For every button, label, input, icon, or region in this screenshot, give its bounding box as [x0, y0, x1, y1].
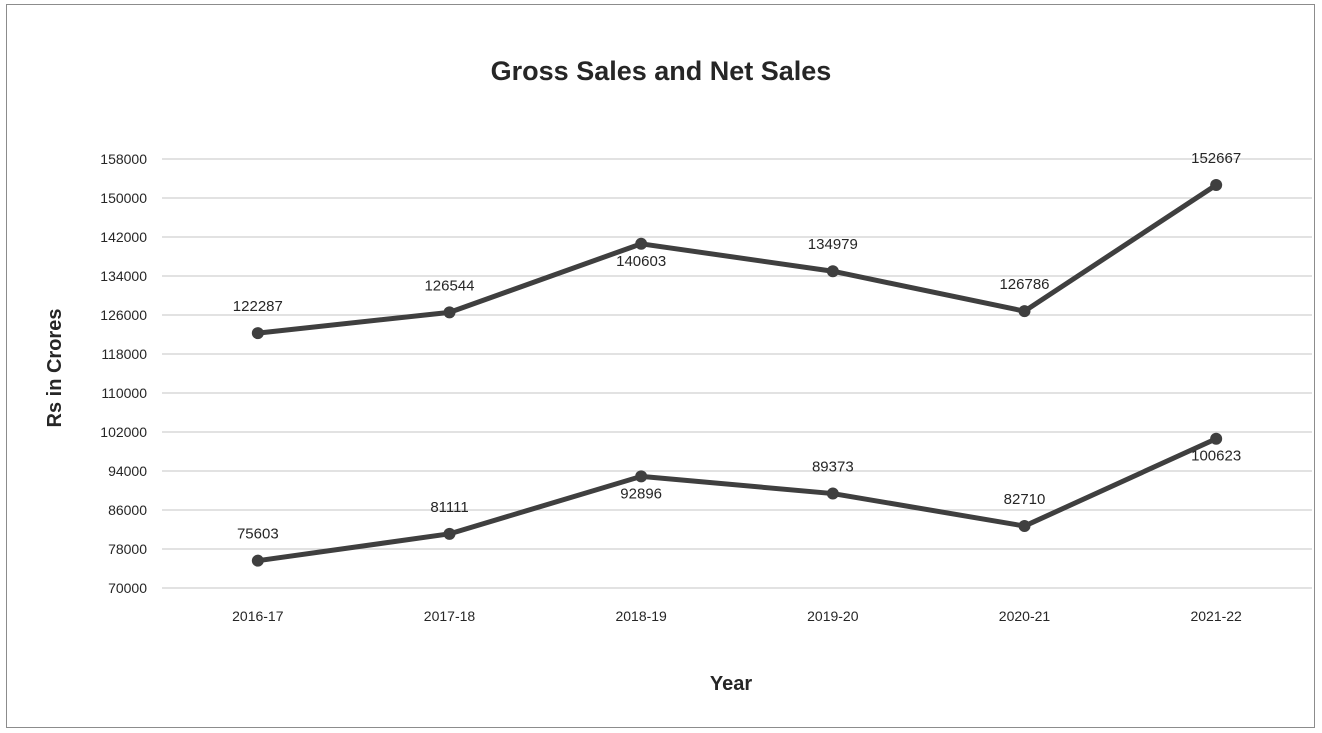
x-tick-label: 2016-17	[232, 608, 284, 624]
series-2	[251, 432, 1223, 567]
y-tick-label: 142000	[100, 229, 147, 245]
x-axis-ticks: 2016-17 2017-18 2018-19 2019-20 2020-21 2021-…	[232, 608, 1242, 624]
series-1	[251, 178, 1223, 340]
data-point	[826, 487, 839, 500]
data-label: 140603	[616, 253, 666, 270]
data-point	[443, 527, 456, 540]
gridlines	[162, 158, 1312, 589]
series-line	[255, 436, 1219, 564]
x-tick-label: 2021-22	[1190, 608, 1242, 624]
y-tick-label: 118000	[101, 346, 147, 362]
data-label: 81111	[430, 499, 468, 516]
data-label: 82710	[1004, 491, 1046, 508]
series-line	[255, 182, 1219, 336]
y-tick-label: 86000	[108, 502, 147, 518]
data-label: 134979	[808, 236, 858, 253]
data-label: 152667	[1191, 150, 1241, 167]
series	[251, 178, 1223, 567]
data-point	[635, 470, 648, 483]
y-tick-label: 126000	[100, 307, 147, 323]
x-tick-label: 2019-20	[807, 608, 859, 624]
x-tick-label: 2020-21	[999, 608, 1051, 624]
data-label: 126544	[424, 277, 474, 294]
y-tick-label: 150000	[100, 190, 147, 206]
data-label: 75603	[237, 526, 279, 543]
data-label: 126786	[999, 276, 1049, 293]
y-axis-title: Rs in Crores	[44, 309, 66, 428]
y-tick-label: 70000	[108, 580, 147, 596]
chart-title: Gross Sales and Net Sales	[491, 56, 832, 86]
data-point	[251, 554, 264, 567]
y-tick-label: 78000	[108, 541, 147, 557]
data-point	[826, 265, 839, 278]
y-axis-ticks: 70000 78000 86000 94000 102000 110000 118000 12…	[100, 151, 147, 596]
data-label: 122287	[233, 298, 283, 315]
data-label: 89373	[812, 459, 854, 476]
y-tick-label: 134000	[100, 268, 147, 284]
data-point	[1018, 520, 1031, 533]
y-tick-label: 110000	[101, 385, 147, 401]
data-point	[1210, 432, 1223, 445]
x-tick-label: 2017-18	[424, 608, 476, 624]
data-label: 100623	[1191, 448, 1241, 465]
x-tick-label: 2018-19	[615, 608, 667, 624]
y-tick-label: 94000	[108, 463, 147, 479]
data-point	[1018, 305, 1031, 318]
y-tick-label: 158000	[100, 151, 147, 167]
data-label: 92896	[620, 485, 662, 502]
data-labels: 122287 126544 140603 134979 126786 152667 7560…	[233, 150, 1241, 543]
x-axis-title: Year	[710, 673, 752, 695]
data-point	[1210, 178, 1223, 191]
y-tick-label: 102000	[100, 424, 147, 440]
data-point	[251, 327, 264, 340]
chart-frame	[6, 4, 1315, 728]
data-point	[443, 306, 456, 319]
data-point	[635, 237, 648, 250]
